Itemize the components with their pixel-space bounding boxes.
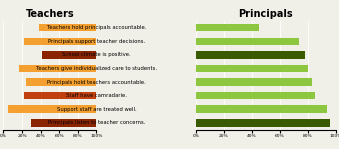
Bar (196, 51, 305, 59)
Bar (8, 105, 96, 113)
Bar (196, 38, 299, 45)
Bar (39, 24, 96, 31)
Title: Principals: Principals (239, 9, 293, 19)
Bar (24, 38, 96, 45)
Bar (196, 92, 315, 99)
Bar (42, 51, 96, 59)
Bar (196, 78, 312, 86)
Bar (196, 65, 308, 72)
Bar (19, 65, 96, 72)
Bar (196, 119, 330, 127)
Bar (24, 92, 96, 99)
Bar (26, 78, 96, 86)
Title: Teachers: Teachers (25, 9, 74, 19)
Bar (31, 119, 96, 127)
Bar (196, 24, 259, 31)
Bar (196, 105, 327, 113)
